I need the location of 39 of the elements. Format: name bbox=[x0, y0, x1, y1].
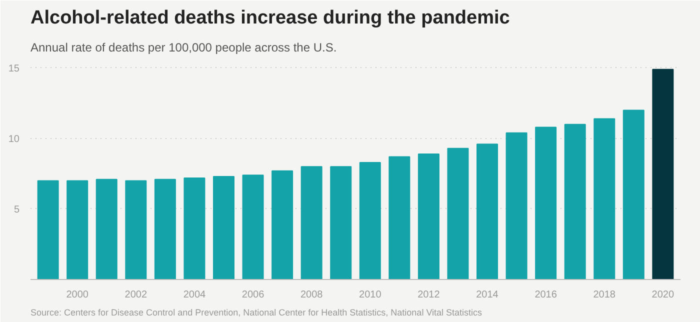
x-tick-label: 2002 bbox=[124, 290, 148, 300]
bar bbox=[652, 68, 674, 280]
y-tick-label: 10 bbox=[8, 134, 20, 145]
bar bbox=[37, 180, 59, 280]
bar bbox=[359, 162, 381, 280]
bar bbox=[506, 132, 528, 280]
x-tick-label: 2018 bbox=[593, 290, 616, 300]
bar bbox=[418, 153, 440, 280]
y-tick-label: 15 bbox=[8, 63, 20, 74]
bar bbox=[125, 180, 147, 280]
bar bbox=[154, 178, 176, 280]
x-tick-label: 2006 bbox=[242, 290, 265, 300]
bar bbox=[447, 148, 469, 280]
x-tick-label: 2014 bbox=[476, 290, 499, 300]
x-tick-label: 2010 bbox=[359, 290, 382, 300]
bar bbox=[564, 124, 586, 280]
bar bbox=[212, 176, 234, 280]
y-tick-label: 5 bbox=[14, 204, 20, 216]
chart-subtitle: Annual rate of deaths per 100,000 people across the U.S. bbox=[30, 40, 337, 54]
bar bbox=[476, 144, 498, 280]
bar bbox=[535, 126, 557, 280]
bar bbox=[242, 174, 264, 280]
bar bbox=[594, 118, 616, 280]
x-tick-label: 2000 bbox=[66, 290, 89, 300]
source-note: Source: Centers for Disease Control and Prevention, National Center for Health Statistics, National Vital Statistics bbox=[30, 308, 483, 318]
bar bbox=[184, 177, 206, 280]
bar bbox=[300, 166, 322, 280]
bar bbox=[622, 110, 644, 280]
bar bbox=[272, 170, 294, 280]
x-tick-label: 2008 bbox=[300, 290, 324, 300]
x-tick-label: 2020 bbox=[652, 290, 674, 300]
x-tick-label: 2004 bbox=[183, 290, 206, 300]
bar bbox=[96, 178, 118, 280]
x-tick-label: 2016 bbox=[534, 290, 558, 300]
bar bbox=[66, 180, 88, 280]
bar bbox=[388, 156, 410, 280]
x-tick-label: 2012 bbox=[418, 290, 440, 300]
bar bbox=[330, 166, 352, 280]
chart-title: Alcohol-related deaths increase during the pandemic bbox=[30, 8, 510, 28]
